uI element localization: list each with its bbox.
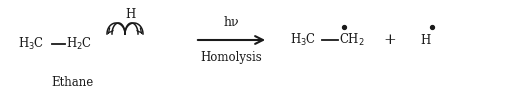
- Text: H$_3$C: H$_3$C: [290, 32, 316, 48]
- Text: +: +: [384, 33, 396, 47]
- Text: Ethane: Ethane: [51, 76, 93, 89]
- Text: CH$_2$: CH$_2$: [339, 32, 365, 48]
- Text: H$_3$C: H$_3$C: [18, 36, 44, 52]
- Text: Homolysis: Homolysis: [200, 51, 262, 63]
- Text: H: H: [420, 33, 430, 46]
- Text: H: H: [125, 8, 135, 21]
- Text: H$_2$C: H$_2$C: [66, 36, 92, 52]
- Text: hν: hν: [223, 15, 239, 29]
